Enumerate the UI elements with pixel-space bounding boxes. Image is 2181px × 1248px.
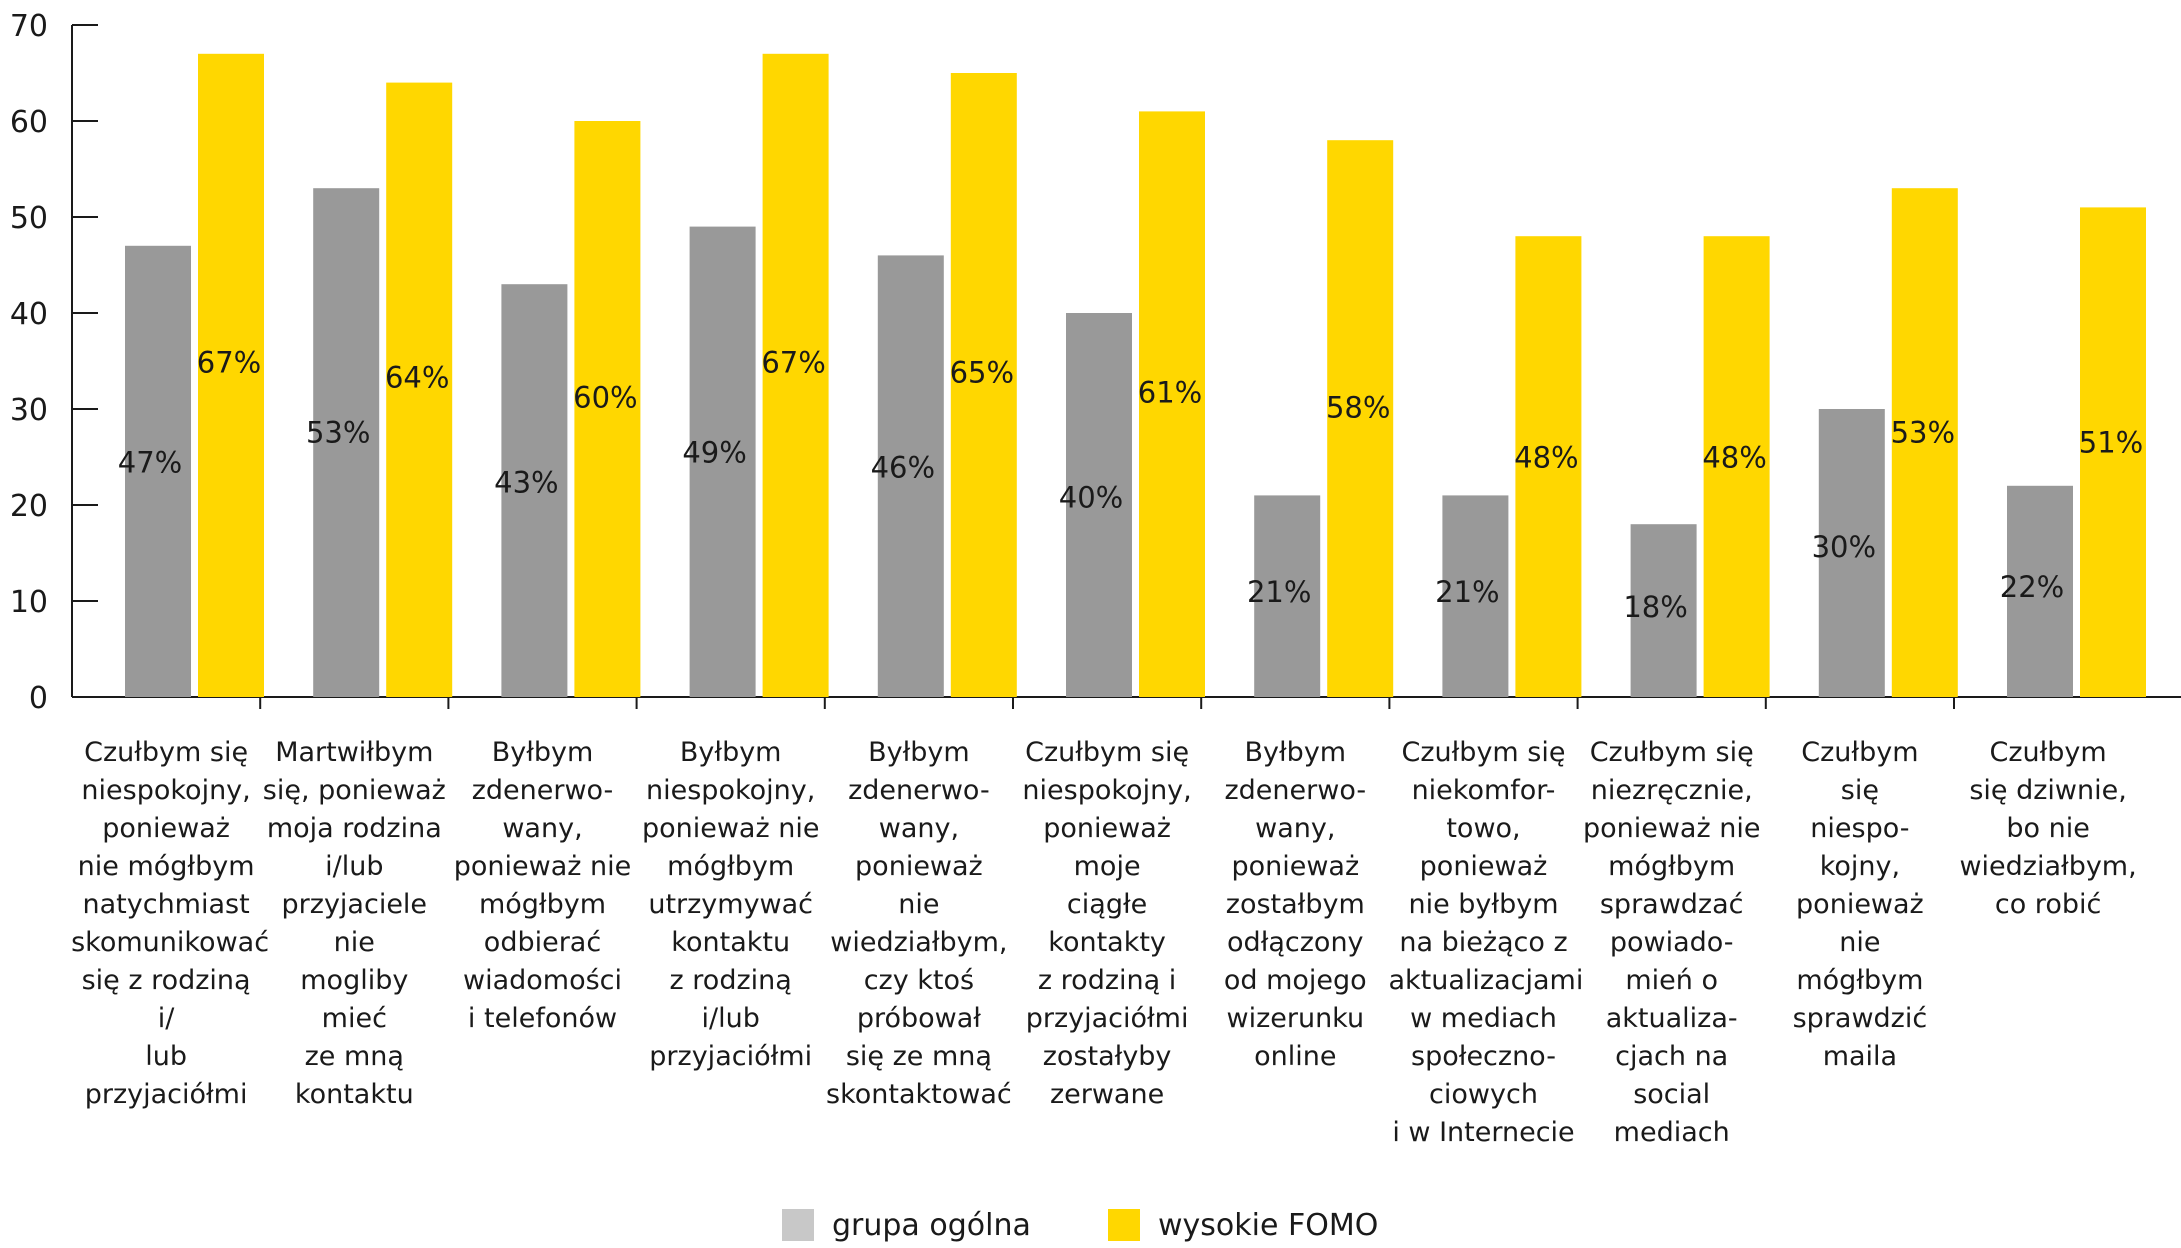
x-category-label: Czułbym się niespo- kojny, ponieważ nie … xyxy=(1792,737,1928,1072)
bar-grupa-ogolna xyxy=(501,284,568,697)
x-category-label: Byłbym zdenerwo- wany, ponieważ nie wied… xyxy=(826,737,1012,1110)
legend-swatch-wysokie-fomo xyxy=(1108,1209,1140,1241)
y-tick-label: 0 xyxy=(29,681,48,716)
legend-item-wysokie-fomo: wysokie FOMO xyxy=(1108,1207,1379,1243)
bar-wysokie-fomo xyxy=(950,73,1017,697)
data-label-grupa-ogolna: 40% xyxy=(1059,480,1123,514)
bar-grupa-ogolna xyxy=(1254,495,1321,697)
bar-wysokie-fomo xyxy=(386,82,453,698)
x-category-label: Czułbym się niezręcznie, ponieważ nie mó… xyxy=(1582,737,1761,1148)
data-label-wysokie-fomo: 61% xyxy=(1138,375,1202,409)
data-label-wysokie-fomo: 48% xyxy=(1702,440,1766,474)
x-category-label: Czułbym się niespokojny, ponieważ moje c… xyxy=(1022,737,1192,1110)
bar-wysokie-fomo xyxy=(2080,207,2146,697)
data-label-wysokie-fomo: 60% xyxy=(573,380,637,414)
bar-grupa-ogolna xyxy=(1630,524,1697,697)
y-tick-label: 30 xyxy=(10,393,48,428)
bar-wysokie-fomo xyxy=(198,53,264,698)
data-label-grupa-ogolna: 18% xyxy=(1623,590,1687,624)
chart-data-labels: 47% 53% 43% 49% 46% 40% 21% 21% 18% 30% 22% 67% 64% 6… xyxy=(118,346,2143,625)
data-label-grupa-ogolna: 47% xyxy=(118,445,182,479)
data-label-wysokie-fomo: 64% xyxy=(385,361,449,395)
y-tick-label: 70 xyxy=(10,9,48,44)
data-label-grupa-ogolna: 30% xyxy=(1812,530,1876,564)
legend-item-grupa-ogolna: grupa ogólna xyxy=(782,1207,1031,1243)
y-tick-label: 20 xyxy=(10,489,48,524)
x-category-label: Czułbym się niespokojny, ponieważ nie mó… xyxy=(71,737,270,1110)
bar-wysokie-fomo xyxy=(1703,236,1770,697)
data-label-grupa-ogolna: 46% xyxy=(871,450,935,484)
bar-grupa-ogolna xyxy=(1442,495,1509,697)
bar-grupa-ogolna xyxy=(2007,485,2073,697)
bar-wysokie-fomo xyxy=(1327,140,1394,697)
bar-wysokie-fomo xyxy=(762,53,829,698)
bar-grupa-ogolna xyxy=(1818,409,1885,697)
data-label-wysokie-fomo: 48% xyxy=(1514,440,1578,474)
bar-wysokie-fomo xyxy=(574,121,641,697)
data-label-wysokie-fomo: 65% xyxy=(950,356,1014,390)
bar-wysokie-fomo xyxy=(1139,111,1205,697)
x-category-label: Byłbym zdenerwo- wany, ponieważ nie mógł… xyxy=(453,737,632,1034)
chart-bars xyxy=(125,53,2146,698)
x-category-label: Czułbym się niekomfor- towo, ponieważ ni… xyxy=(1388,737,1584,1148)
data-label-wysokie-fomo: 58% xyxy=(1326,390,1390,424)
data-label-wysokie-fomo: 67% xyxy=(197,346,261,380)
bar-wysokie-fomo xyxy=(1515,236,1582,697)
data-label-grupa-ogolna: 21% xyxy=(1247,575,1311,609)
y-tick-label: 50 xyxy=(10,201,48,236)
data-label-wysokie-fomo: 51% xyxy=(2079,425,2143,459)
y-tick-label: 40 xyxy=(10,297,48,332)
bar-grupa-ogolna xyxy=(313,188,380,697)
x-category-label: Czułbym się dziwnie, bo nie wiedziałbym,… xyxy=(1959,737,2137,920)
data-label-wysokie-fomo: 67% xyxy=(761,346,825,380)
bar-grupa-ogolna xyxy=(689,226,756,697)
bar-grupa-ogolna xyxy=(125,245,191,698)
legend-swatch-grupa-ogolna xyxy=(782,1209,814,1241)
x-category-label: Byłbym niespokojny, ponieważ nie mógłbym… xyxy=(641,737,820,1072)
bar-grupa-ogolna xyxy=(877,255,944,697)
data-label-grupa-ogolna: 21% xyxy=(1435,575,1499,609)
legend-label-wysokie-fomo: wysokie FOMO xyxy=(1158,1207,1379,1243)
y-tick-label: 60 xyxy=(10,105,48,140)
data-label-grupa-ogolna: 49% xyxy=(682,435,746,469)
bar-wysokie-fomo xyxy=(1891,188,1958,697)
data-label-grupa-ogolna: 22% xyxy=(2000,570,2064,604)
data-label-wysokie-fomo: 53% xyxy=(1891,415,1955,449)
y-tick-label: 10 xyxy=(10,585,48,620)
legend-label-grupa-ogolna: grupa ogólna xyxy=(832,1207,1031,1243)
x-category-label: Byłbym zdenerwo- wany, ponieważ zostałby… xyxy=(1223,737,1367,1072)
data-label-grupa-ogolna: 53% xyxy=(306,415,370,449)
data-label-grupa-ogolna: 43% xyxy=(494,465,558,499)
x-category-label: Martwiłbym się, ponieważ moja rodzina i/… xyxy=(262,737,446,1110)
bar-grupa-ogolna xyxy=(1066,313,1132,697)
